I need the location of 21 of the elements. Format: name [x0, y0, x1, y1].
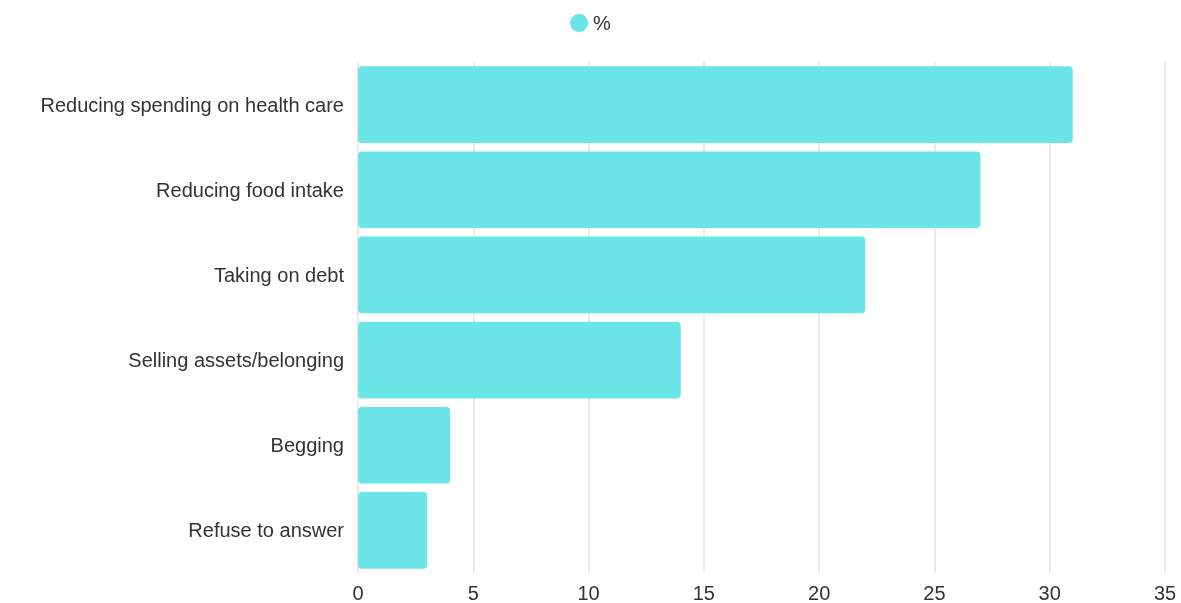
y-tick-label: Refuse to answer: [188, 519, 345, 542]
x-tick-label: 10: [577, 582, 600, 603]
x-tick-label: 25: [923, 582, 946, 603]
x-tick-label: 0: [352, 582, 364, 603]
bar: [358, 66, 1073, 143]
legend-label: %: [593, 12, 612, 34]
bar: [358, 236, 866, 314]
bar: [358, 492, 428, 569]
x-tick-label: 20: [808, 582, 831, 603]
y-tick-label: Taking on debt: [213, 263, 345, 286]
y-tick-label: Reducing spending on health care: [40, 93, 344, 116]
bar: [358, 151, 981, 229]
bar: [358, 321, 681, 399]
x-tick-label: 15: [692, 582, 715, 603]
x-tick-label: 30: [1038, 582, 1061, 603]
bar: [358, 406, 451, 484]
x-tick-label: 5: [467, 582, 479, 603]
y-tick-label: Reducing food intake: [156, 178, 344, 201]
x-tick-label: 35: [1153, 582, 1177, 603]
y-tick-label: Selling assets/belonging: [128, 349, 344, 372]
y-tick-label: Begging: [270, 434, 344, 457]
